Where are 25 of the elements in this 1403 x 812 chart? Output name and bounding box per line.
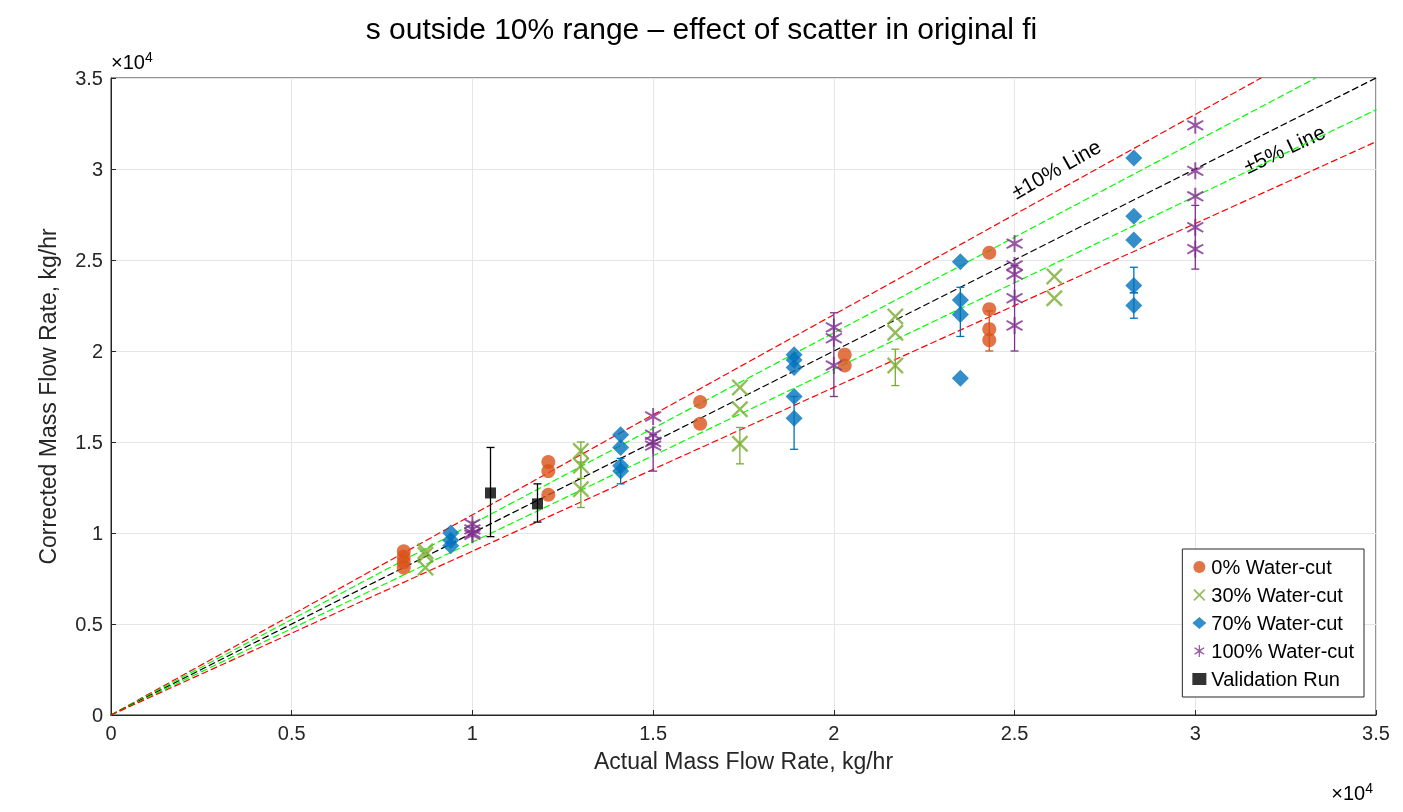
x-tick-label: 0.5 bbox=[277, 722, 306, 744]
y-tick-label: 1 bbox=[91, 522, 103, 544]
legend-label: 100% Water-cut bbox=[1211, 640, 1355, 662]
y-tick-label: 3 bbox=[91, 158, 103, 180]
y-tick-label: 0 bbox=[91, 704, 103, 726]
annotation: ±5% Line bbox=[1239, 119, 1329, 178]
legend-label: 30% Water-cut bbox=[1211, 584, 1344, 606]
y-tick-label: 0.5 bbox=[75, 613, 103, 635]
x-tick-label: 0 bbox=[105, 722, 117, 744]
x-axis-title: Actual Mass Flow Rate, kg/hr bbox=[593, 747, 894, 774]
chart-title: s outside 10% range – effect of scatter in original fi bbox=[365, 11, 1038, 45]
y-tick-label: 3.5 bbox=[75, 67, 103, 89]
legend-label: 0% Water-cut bbox=[1211, 556, 1333, 578]
legend-label: 70% Water-cut bbox=[1211, 612, 1344, 634]
y-axis-title: Corrected Mass Flow Rate, kg/hr bbox=[34, 228, 61, 565]
x-tick-label: 2.5 bbox=[1000, 722, 1029, 744]
x-tick-label: 1 bbox=[466, 722, 478, 744]
y-tick-label: 2 bbox=[91, 340, 103, 362]
x-tick-label: 2 bbox=[828, 722, 840, 744]
y-tick-label: 1.5 bbox=[75, 431, 103, 453]
x-tick-label: 1.5 bbox=[639, 722, 668, 744]
y-tick-label: 2.5 bbox=[75, 249, 103, 271]
x-tick-label: 3 bbox=[1189, 722, 1201, 744]
legend-label: Validation Run bbox=[1211, 668, 1340, 690]
x-tick-label: 3.5 bbox=[1362, 722, 1390, 744]
